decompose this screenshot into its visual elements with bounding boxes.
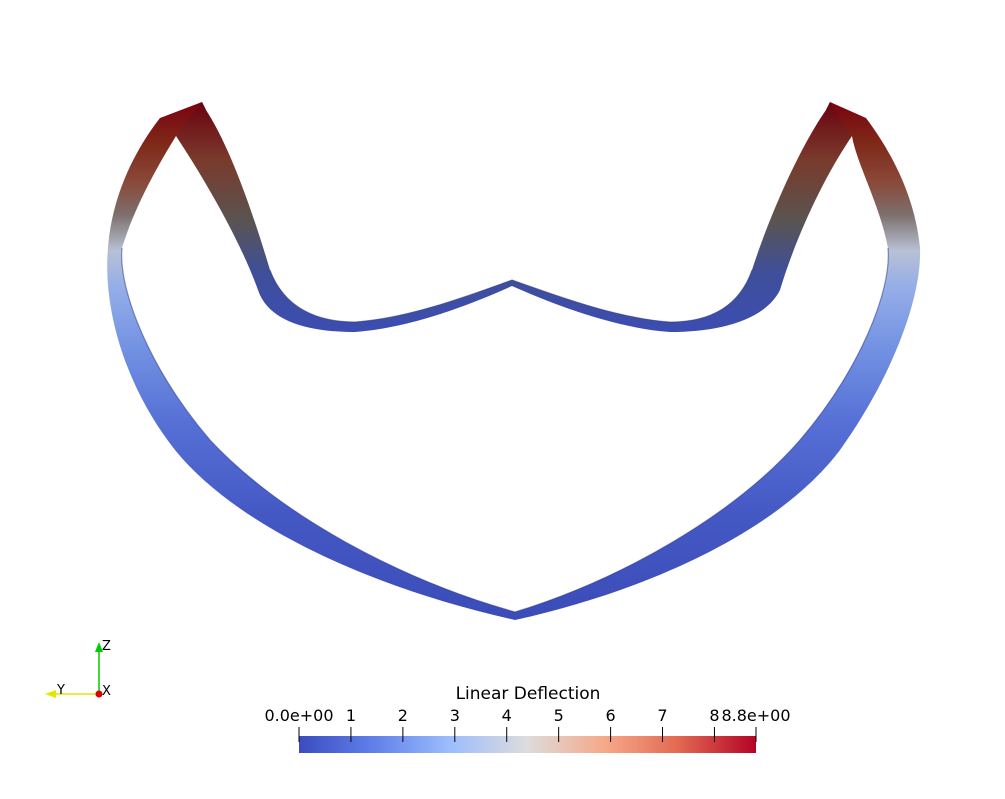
scalar-bar[interactable]: Linear Deflection 0.0e+00 1 2 3 4 5 6 7 8 8.8e+00 [264, 684, 791, 753]
tick-5-label: 5 [554, 706, 564, 725]
scalar-bar-title: Linear Deflection [456, 684, 601, 704]
tick-max-label: 8.8e+00 [721, 706, 790, 725]
tick-3-label: 3 [450, 706, 460, 725]
deflection-mesh[interactable] [107, 102, 921, 620]
tick-8-label: 8 [709, 706, 719, 725]
x-axis-label: X [102, 684, 111, 699]
mesh-inner-edge [269, 269, 753, 323]
z-axis-label: Z [102, 639, 111, 654]
mesh-inner-face [176, 102, 852, 332]
z-axis-arrowhead [95, 642, 103, 652]
tick-min-label: 0.0e+00 [264, 706, 333, 725]
tick-2-label: 2 [398, 706, 408, 725]
scalar-bar-ticks: 0.0e+00 1 2 3 4 5 6 7 8 8.8e+00 [264, 706, 791, 742]
mesh-edge-left [121, 247, 516, 613]
tick-1-label: 1 [346, 706, 356, 725]
tick-6-label: 6 [605, 706, 615, 725]
tick-7-label: 7 [657, 706, 667, 725]
orientation-axes[interactable]: Z Y X [45, 639, 111, 699]
mesh-edge-right [514, 247, 889, 613]
y-axis-arrowhead [45, 690, 56, 698]
x-axis-marker [95, 690, 103, 698]
scalar-bar-gradient [299, 736, 756, 753]
tick-4-label: 4 [502, 706, 512, 725]
y-axis-label: Y [56, 683, 65, 698]
